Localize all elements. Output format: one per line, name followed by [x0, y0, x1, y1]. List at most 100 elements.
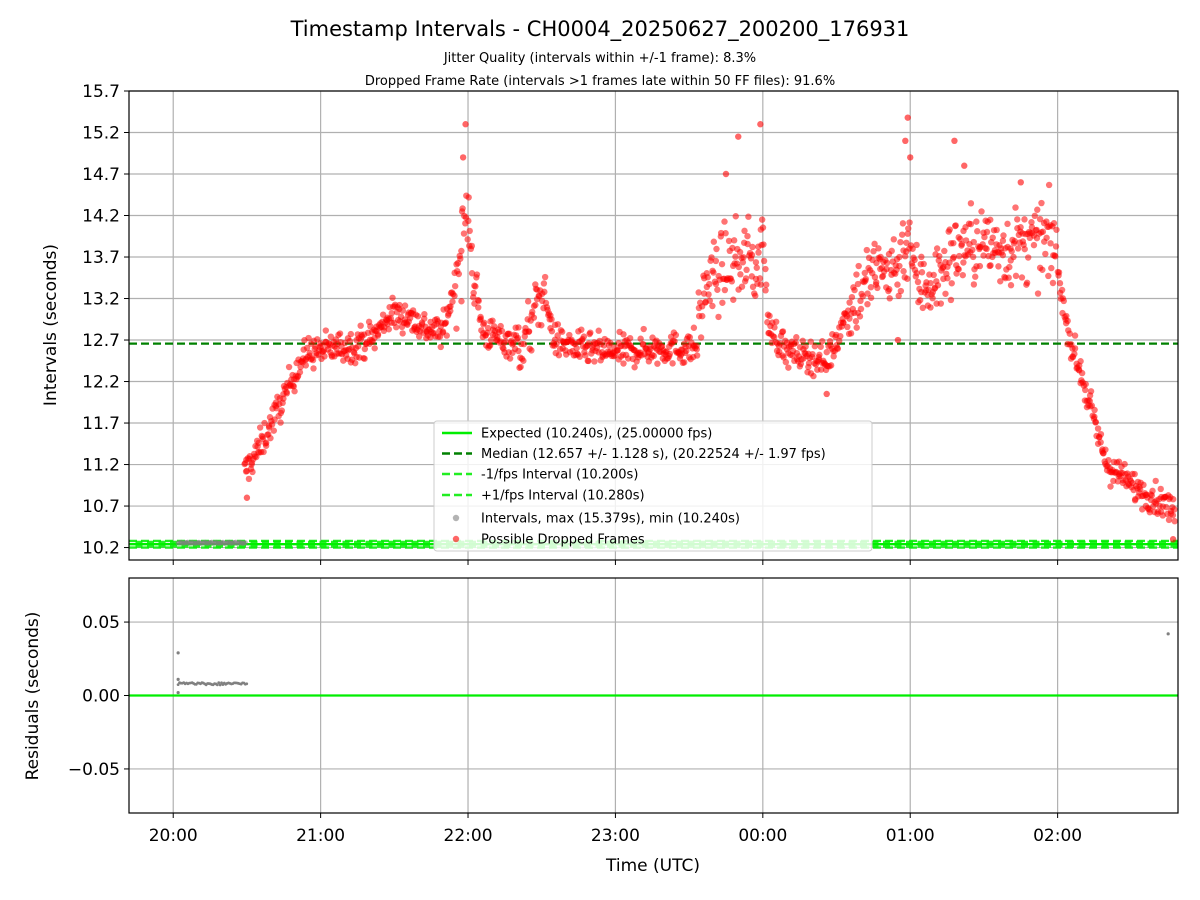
dropped-frame-point — [855, 262, 862, 270]
dropped-frame-point — [867, 284, 875, 291]
dropped-frame-point — [1169, 512, 1177, 519]
dropped-frame-point — [321, 353, 328, 360]
expected-interval-marker — [917, 540, 925, 548]
dropped-frame-point — [1152, 477, 1159, 485]
dropped-frame-point — [458, 298, 465, 305]
dropped-frame-point — [730, 296, 737, 303]
dropped-frame-point — [944, 275, 951, 282]
dropped-frame-point — [712, 280, 720, 288]
dropped-frame-point — [759, 224, 767, 231]
dropped-frame-point — [883, 259, 891, 267]
dropped-frame-point — [442, 319, 450, 326]
dropped-frame-point — [1082, 380, 1089, 388]
dropped-frame-point — [738, 283, 746, 290]
dropped-frame-point — [722, 170, 730, 178]
intervals-plot-frame — [128, 90, 1179, 561]
dropped-frame-point — [498, 327, 506, 335]
dropped-frame-point — [310, 365, 317, 372]
dropped-frame-point — [296, 369, 304, 376]
expected-interval-marker — [1032, 540, 1040, 548]
dropped-frame-point — [464, 236, 471, 243]
dropped-frame-point — [249, 468, 256, 476]
dropped-frame-point — [886, 295, 893, 302]
dropped-frame-point — [477, 313, 484, 321]
dropped-frame-point — [686, 334, 694, 341]
dropped-frame-point — [1014, 216, 1021, 223]
dropped-frame-point — [1010, 253, 1017, 261]
y-tick-label: 15.7 — [82, 82, 120, 102]
dropped-frame-point — [970, 281, 978, 288]
dropped-frame-point — [558, 328, 566, 335]
dropped-frame-point — [947, 296, 955, 304]
dropped-frame-point — [280, 395, 287, 402]
expected-interval-marker — [400, 540, 407, 548]
dropped-frame-point — [867, 294, 875, 301]
x-tick-label: 01:00 — [886, 826, 935, 846]
dropped-frame-point — [817, 343, 824, 350]
y-tick-label: 12.2 — [82, 373, 120, 393]
dropped-frame-point — [894, 336, 902, 344]
expected-interval-marker — [906, 540, 913, 548]
dropped-frame-point — [1047, 240, 1054, 247]
dropped-frame-point — [1045, 272, 1052, 280]
x-axis-label: Time (UTC) — [605, 856, 700, 876]
legend-label-intervals: Intervals, max (15.379s), min (10.240s) — [481, 512, 740, 527]
dropped-frame-point — [520, 340, 528, 348]
expected-interval-marker — [388, 540, 396, 548]
y-tick-label: −0.05 — [68, 760, 120, 780]
dropped-frame-point — [710, 238, 718, 245]
dropped-frame-point — [388, 309, 395, 317]
residual-point — [1166, 632, 1170, 636]
expected-interval-marker — [250, 540, 258, 548]
dropped-frame-point — [393, 323, 400, 331]
dropped-frame-point — [715, 313, 722, 321]
dropped-frame-point — [449, 298, 456, 305]
dropped-frame-point — [693, 352, 701, 359]
dropped-frame-point — [950, 253, 958, 261]
residuals-plot: 0.05 0.00 −0.05 20:00 21:00 22:00 23:00 00:00 0… — [23, 577, 1179, 876]
dropped-frame-point — [816, 351, 823, 359]
dropped-frame-point — [554, 321, 562, 328]
dropped-frame-point — [740, 254, 747, 261]
dropped-frame-point — [401, 302, 409, 309]
dropped-frame-point — [1146, 509, 1153, 516]
dropped-frame-point — [385, 326, 393, 333]
dropped-frame-point — [256, 424, 264, 431]
dropped-frame-point — [303, 344, 311, 352]
dropped-frame-point — [1097, 439, 1104, 446]
dropped-frame-point — [270, 427, 278, 434]
dropped-frame-point — [871, 273, 879, 281]
dropped-frame-point — [654, 360, 661, 367]
dropped-frame-point — [861, 269, 869, 277]
residuals-x-axis: 20:00 21:00 22:00 23:00 00:00 01:00 02:00 — [149, 813, 1082, 846]
dropped-frame-point — [352, 359, 359, 367]
interval-point — [242, 540, 248, 546]
dropped-frame-point — [468, 270, 476, 277]
dropped-frame-point — [1071, 345, 1079, 352]
dropped-frame-point — [459, 154, 467, 161]
dropped-frame-point — [823, 348, 830, 356]
dropped-frame-point — [760, 257, 768, 265]
dropped-frame-point — [859, 293, 867, 300]
expected-interval-marker — [1170, 540, 1178, 548]
dropped-frame-point — [799, 337, 806, 345]
dropped-frame-point — [554, 332, 561, 339]
dropped-frame-point — [721, 218, 728, 225]
dropped-frame-point — [762, 265, 769, 273]
dropped-frame-point — [969, 246, 976, 254]
dropped-frame-point — [600, 342, 608, 349]
dropped-frame-point — [672, 331, 680, 339]
dropped-frame-point — [886, 286, 893, 293]
dropped-frame-point — [1050, 220, 1058, 227]
dropped-frame-point — [929, 294, 936, 302]
chart-subtitle-jitter: Jitter Quality (intervals within +/-1 fr… — [443, 51, 756, 66]
expected-interval-marker — [952, 540, 959, 548]
dropped-frame-point — [989, 234, 996, 241]
dropped-frame-point — [744, 232, 751, 240]
dropped-frame-point — [773, 318, 780, 325]
dropped-frame-point — [902, 137, 909, 145]
dropped-frame-point — [749, 283, 757, 291]
x-tick-label: 00:00 — [738, 826, 787, 846]
dropped-frame-point — [1028, 219, 1035, 226]
